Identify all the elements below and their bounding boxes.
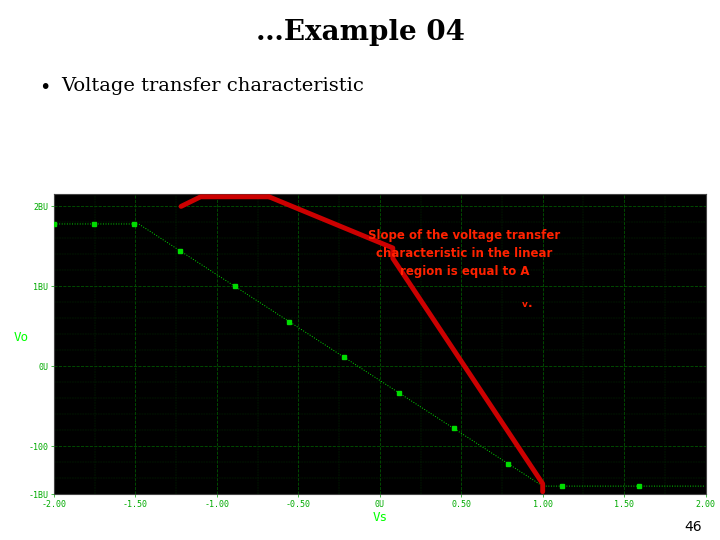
X-axis label: Vs: Vs xyxy=(372,511,387,524)
Text: •: • xyxy=(40,78,51,97)
Text: v: v xyxy=(522,300,528,309)
Text: Slope of the voltage transfer
characteristic in the linear
region is equal to A: Slope of the voltage transfer characteri… xyxy=(369,229,561,278)
Text: 46: 46 xyxy=(685,519,702,534)
Y-axis label: Vo: Vo xyxy=(14,331,29,345)
Text: Voltage transfer characteristic: Voltage transfer characteristic xyxy=(61,77,364,95)
Text: …Example 04: …Example 04 xyxy=(256,19,464,46)
Text: .: . xyxy=(528,298,532,310)
